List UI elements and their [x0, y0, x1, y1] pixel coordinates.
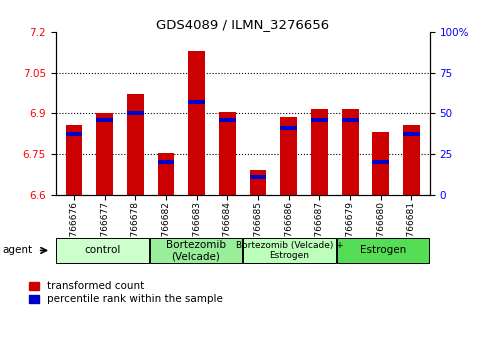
Bar [157, 160, 174, 164]
Bar [311, 109, 328, 195]
Bar [219, 112, 236, 195]
Bar [66, 125, 83, 195]
Text: Bortezomib (Velcade) +
Estrogen: Bortezomib (Velcade) + Estrogen [236, 241, 343, 260]
Text: agent: agent [3, 245, 33, 256]
Bar [127, 111, 144, 115]
Bar [280, 126, 297, 130]
Bar [341, 118, 358, 122]
Bar [341, 109, 358, 195]
Bar [66, 132, 83, 136]
Text: Bortezomib
(Velcade): Bortezomib (Velcade) [166, 240, 226, 261]
FancyBboxPatch shape [150, 238, 242, 263]
Bar [403, 125, 420, 195]
Bar [188, 51, 205, 195]
Bar [157, 153, 174, 195]
Bar [311, 118, 328, 122]
FancyBboxPatch shape [243, 238, 336, 263]
Bar [188, 101, 205, 104]
Bar [372, 132, 389, 195]
Bar [280, 118, 297, 195]
Text: control: control [84, 245, 121, 256]
Bar [127, 94, 144, 195]
Bar [96, 113, 113, 195]
FancyBboxPatch shape [56, 238, 148, 263]
Bar [250, 175, 267, 179]
Bar [372, 160, 389, 164]
Bar [96, 118, 113, 122]
Bar [219, 118, 236, 122]
Bar [403, 132, 420, 136]
Legend: transformed count, percentile rank within the sample: transformed count, percentile rank withi… [29, 281, 223, 304]
FancyBboxPatch shape [337, 238, 429, 263]
Text: Estrogen: Estrogen [360, 245, 406, 256]
Bar [250, 170, 267, 195]
Title: GDS4089 / ILMN_3276656: GDS4089 / ILMN_3276656 [156, 18, 329, 31]
